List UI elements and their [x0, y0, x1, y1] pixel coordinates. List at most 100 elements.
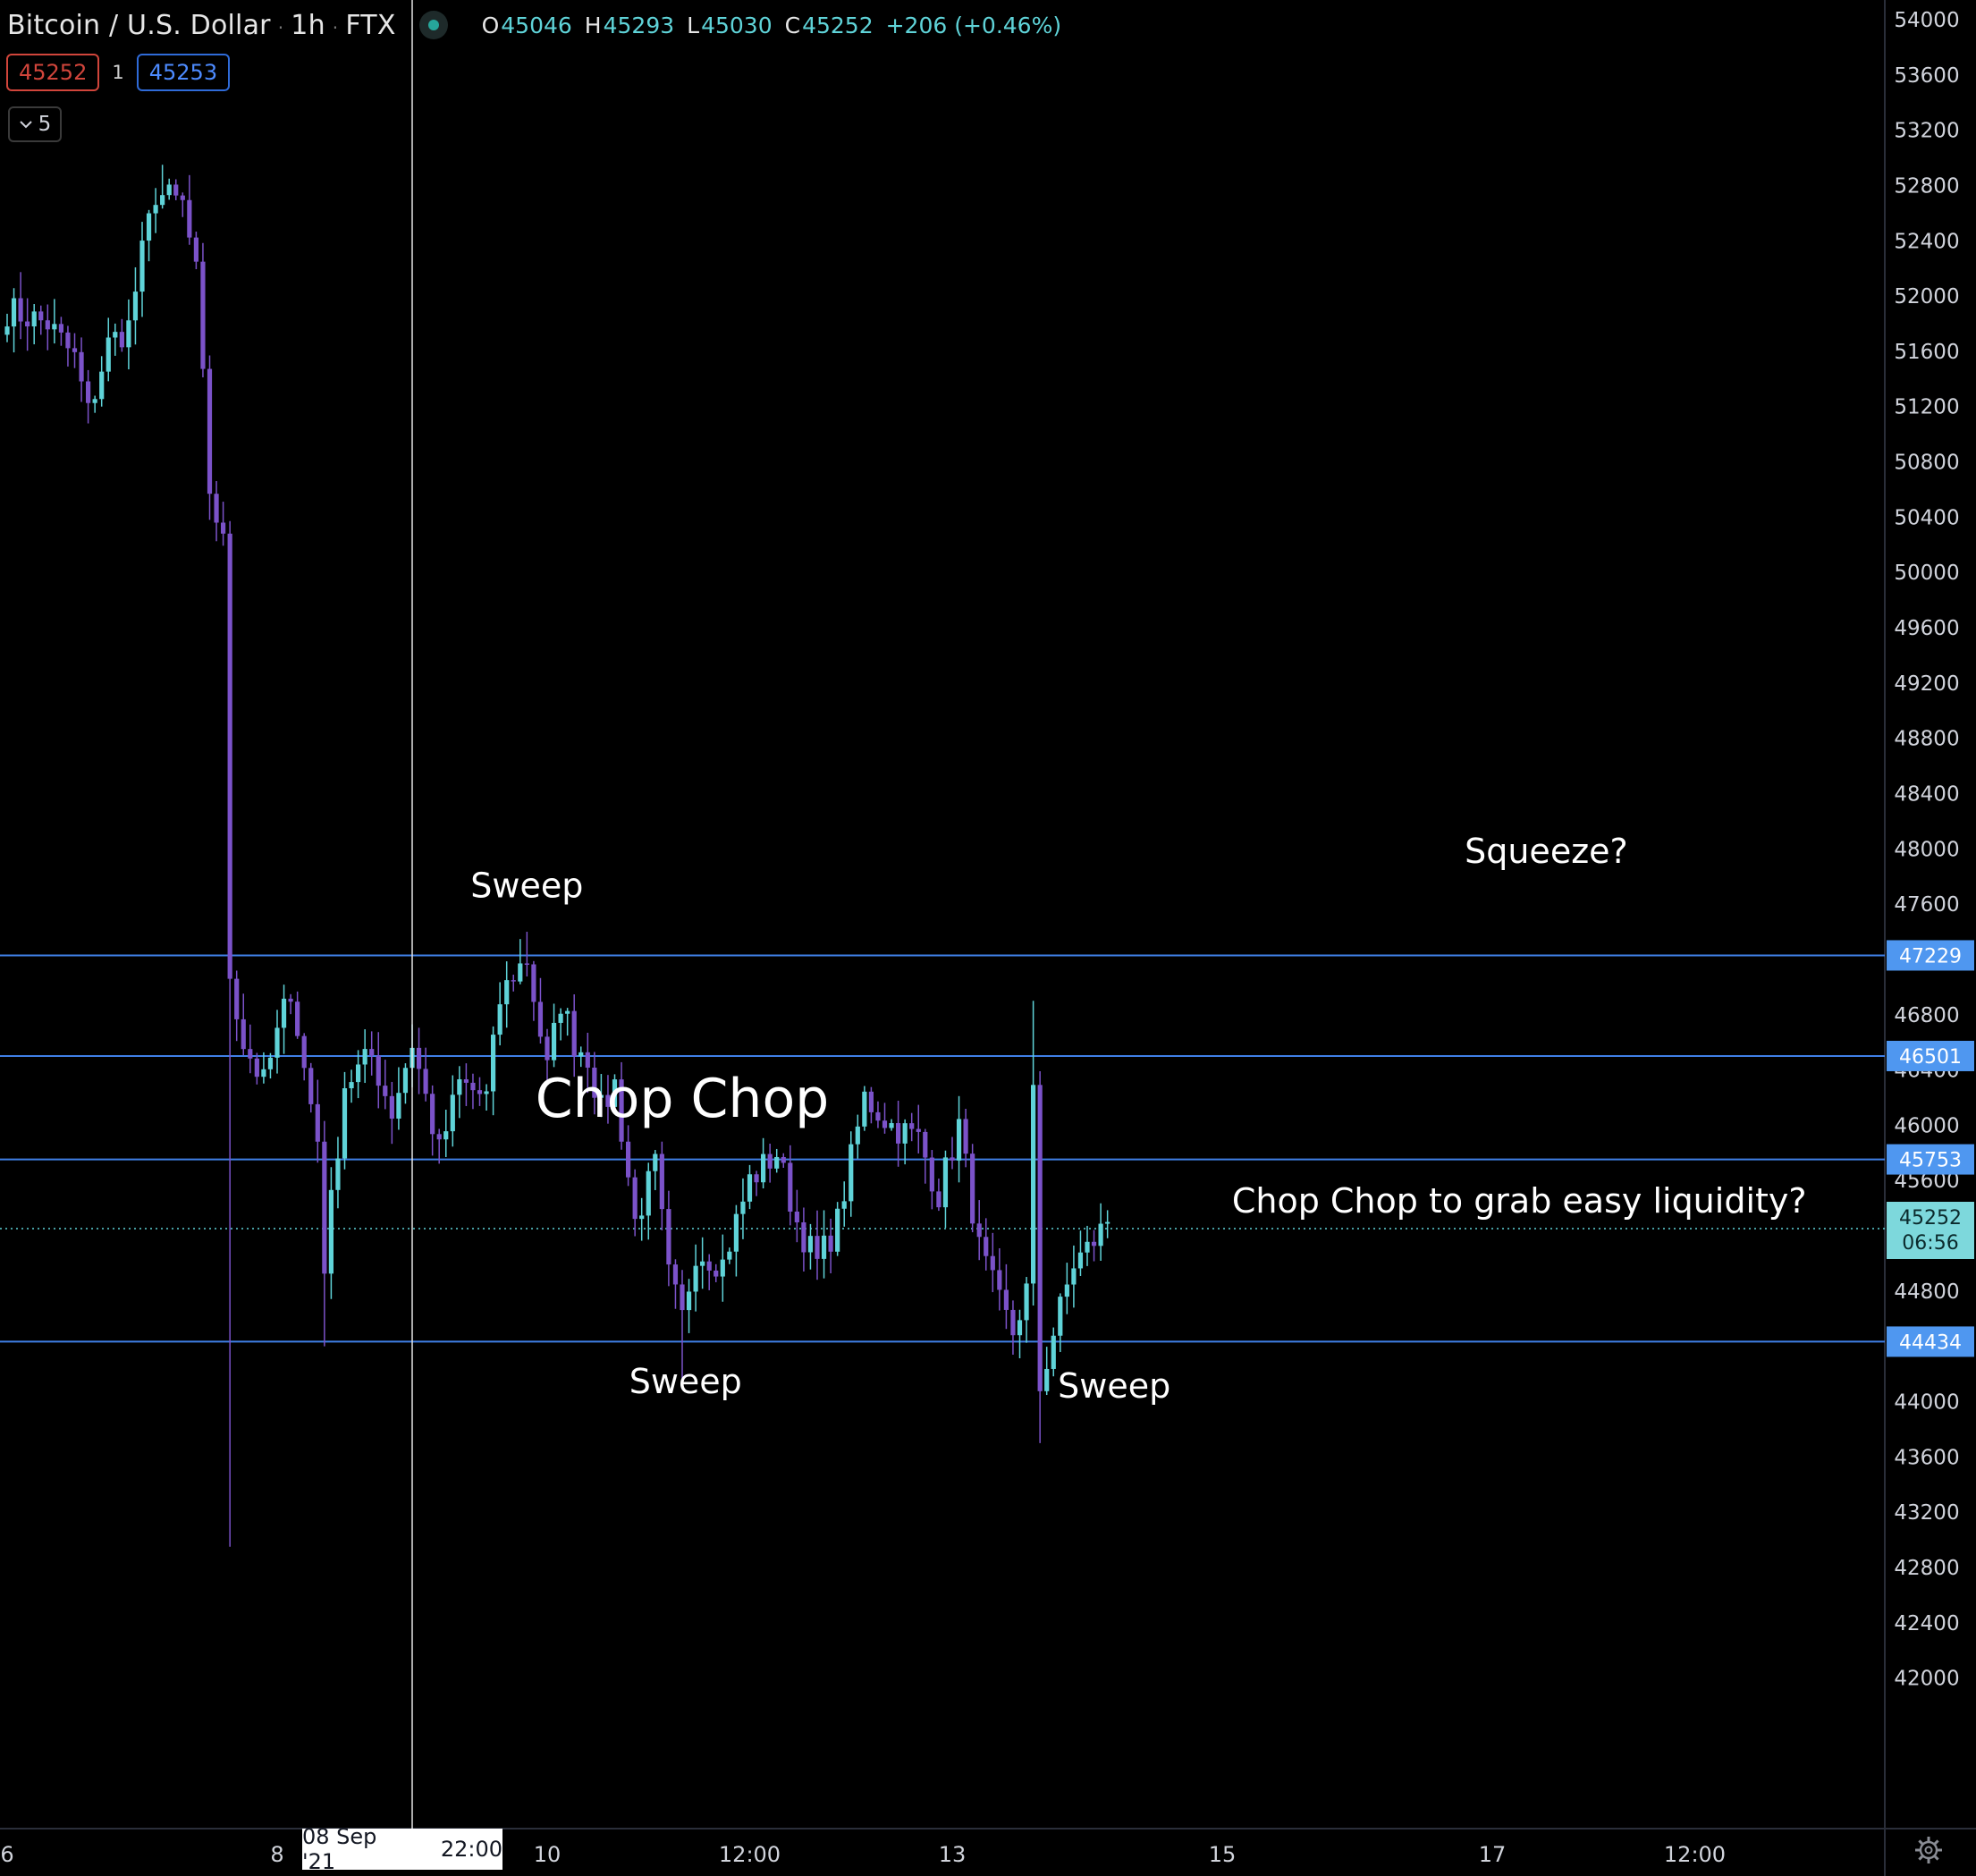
candle: [815, 1210, 820, 1280]
candle: [531, 960, 536, 1021]
y-tick-label: 44000: [1894, 1391, 1959, 1415]
candle: [335, 1137, 341, 1209]
y-tick-label: 48800: [1894, 728, 1959, 751]
level-price-label: 44434: [1899, 1331, 1962, 1354]
candle: [477, 1077, 483, 1106]
candle: [807, 1223, 814, 1270]
candle: [761, 1137, 766, 1189]
candle: [342, 1071, 348, 1170]
chart-annotation[interactable]: Sweep: [1058, 1366, 1170, 1406]
level-price-tag: [1887, 940, 1974, 971]
candle: [754, 1170, 759, 1196]
candle: [902, 1119, 908, 1165]
chart-annotation[interactable]: Sweep: [629, 1362, 742, 1401]
candle: [862, 1086, 867, 1131]
candle: [72, 333, 78, 368]
chart-annotation[interactable]: Sweep: [470, 866, 583, 905]
candle: [234, 970, 240, 1042]
candle: [423, 1047, 428, 1102]
candle: [261, 1052, 266, 1084]
candle: [767, 1144, 773, 1183]
sell-button[interactable]: 45252: [6, 54, 100, 91]
candle: [322, 1120, 327, 1347]
candle: [950, 1137, 955, 1170]
candle: [126, 299, 131, 370]
candle: [537, 977, 544, 1044]
gear-icon[interactable]: [1913, 1835, 1944, 1865]
candle: [646, 1162, 651, 1240]
level-price-label: 46501: [1899, 1046, 1962, 1069]
candle: [416, 1027, 422, 1094]
candle: [79, 337, 84, 402]
candle: [612, 1074, 618, 1111]
candle: [402, 1063, 409, 1104]
candle: [1010, 1300, 1016, 1356]
candle: [1051, 1327, 1056, 1377]
candle: [598, 1074, 604, 1118]
candle: [288, 993, 293, 1015]
candle: [113, 323, 118, 356]
x-tick-label: 15: [1209, 1842, 1237, 1867]
y-tick-label: 46800: [1894, 1004, 1959, 1027]
candle: [747, 1164, 753, 1210]
symbol-title[interactable]: Bitcoin / U.S. Dollar · 1h · FTX: [7, 9, 396, 41]
candle: [680, 1270, 685, 1382]
candle: [585, 1032, 590, 1094]
exchange: FTX: [345, 9, 396, 41]
candle: [180, 192, 185, 217]
market-status-icon[interactable]: [418, 11, 448, 39]
candle: [956, 1095, 962, 1183]
x-tick-label: 13: [939, 1842, 967, 1867]
candle: [936, 1179, 942, 1212]
candle: [1044, 1347, 1050, 1396]
y-tick-label: 50800: [1894, 452, 1959, 475]
candle: [511, 974, 516, 992]
y-tick-label: 52000: [1894, 285, 1959, 308]
x-tick-label: 12:00: [719, 1842, 781, 1867]
buy-button[interactable]: 45253: [136, 54, 231, 91]
candle: [1105, 1210, 1110, 1238]
x-tick-label: 10: [534, 1842, 562, 1867]
y-tick-label: 51200: [1894, 396, 1959, 419]
candle: [267, 1052, 274, 1079]
y-tick-label: 51600: [1894, 341, 1959, 364]
y-tick-label: 49600: [1894, 617, 1959, 640]
ohlc-low: L45030: [687, 12, 773, 38]
candle: [38, 305, 44, 335]
candle: [436, 1128, 442, 1164]
candle: [328, 1167, 334, 1299]
candle: [301, 1033, 307, 1081]
candle: [626, 1125, 631, 1187]
x-tick-label: 6: [0, 1842, 13, 1867]
candle: [916, 1104, 921, 1153]
candle: [909, 1112, 915, 1142]
candle: [970, 1144, 975, 1233]
candle: [484, 1084, 489, 1111]
candle: [835, 1202, 840, 1256]
y-tick-label: 54000: [1894, 9, 1959, 32]
candle: [984, 1218, 989, 1271]
candle: [457, 1066, 462, 1119]
chart-annotation[interactable]: Chop Chop: [536, 1068, 830, 1130]
indicators-toggle[interactable]: 5: [8, 106, 62, 142]
candle: [369, 1031, 375, 1076]
interval[interactable]: 1h: [291, 9, 325, 41]
candle: [706, 1254, 712, 1290]
y-tick-label: 52800: [1894, 174, 1959, 198]
candle: [200, 242, 206, 378]
candle: [855, 1114, 860, 1159]
candle: [849, 1131, 854, 1217]
chart-annotation[interactable]: Squeeze?: [1465, 832, 1628, 871]
candle: [1071, 1245, 1077, 1308]
chart-annotation[interactable]: Chop Chop to grab easy liquidity?: [1232, 1181, 1807, 1221]
x-tick-label: 17: [1479, 1842, 1507, 1867]
y-tick-label: 43600: [1894, 1446, 1959, 1469]
candle: [362, 1029, 367, 1084]
ohlc-high: H45293: [584, 12, 675, 38]
countdown-label: 06:56: [1902, 1232, 1958, 1255]
candle: [990, 1232, 995, 1293]
candle: [349, 1069, 354, 1103]
candle: [1091, 1230, 1097, 1262]
candle: [119, 318, 124, 352]
